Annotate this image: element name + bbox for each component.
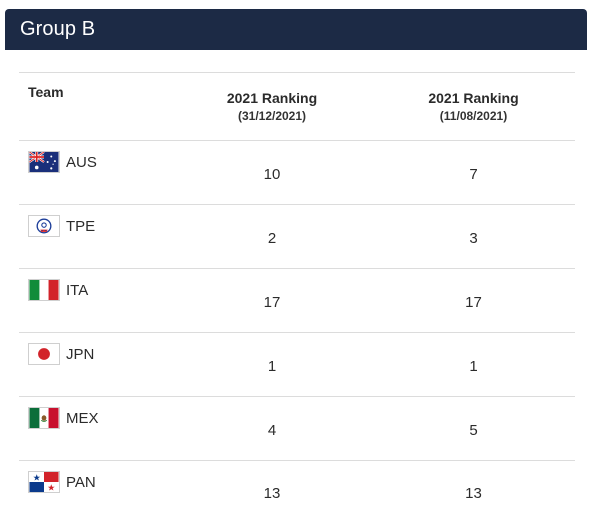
- team-cell: ITA: [19, 269, 172, 333]
- table-row: PAN 13 13: [19, 461, 575, 522]
- team-column-header: Team: [19, 73, 172, 141]
- mexico-flag-icon: [28, 407, 60, 429]
- ranking-2021-aug-header: 2021 Ranking (11/08/2021): [372, 73, 575, 141]
- ranking-dec-value: 13: [172, 461, 372, 522]
- ranking-dec-value: 17: [172, 269, 372, 333]
- chinese-taipei-flag-icon: [28, 215, 60, 237]
- japan-flag-icon: [28, 343, 60, 365]
- team-cell: TPE: [19, 205, 172, 269]
- table-row: ITA 17 17: [19, 269, 575, 333]
- team-cell: AUS: [19, 141, 172, 205]
- ranking-dec-value: 10: [172, 141, 372, 205]
- table-row: JPN 1 1: [19, 333, 575, 397]
- table-header-row: Team 2021 Ranking (31/12/2021) 2021 Rank…: [19, 73, 575, 141]
- ranking-dec-value: 4: [172, 397, 372, 461]
- card-header: Group B: [5, 9, 587, 50]
- group-title: Group B: [20, 18, 95, 41]
- team-cell: JPN: [19, 333, 172, 397]
- ranking-2021-dec-header: 2021 Ranking (31/12/2021): [172, 73, 372, 141]
- team-cell: PAN: [19, 461, 172, 522]
- ranking-header-title: 2021 Ranking: [428, 90, 518, 106]
- panama-flag-icon: [28, 471, 60, 493]
- table-row: AUS 10 7: [19, 141, 575, 205]
- ranking-header-date: (11/08/2021): [373, 107, 574, 125]
- team-cell: MEX: [19, 397, 172, 461]
- ranking-dec-value: 2: [172, 205, 372, 269]
- ranking-aug-value: 13: [372, 461, 575, 522]
- ranking-table: Team 2021 Ranking (31/12/2021) 2021 Rank…: [19, 72, 575, 522]
- ranking-aug-value: 7: [372, 141, 575, 205]
- team-code: TPE: [66, 218, 95, 235]
- ranking-aug-value: 17: [372, 269, 575, 333]
- ranking-header-title: 2021 Ranking: [227, 90, 317, 106]
- team-code: JPN: [66, 346, 94, 363]
- ranking-header-date: (31/12/2021): [173, 107, 371, 125]
- team-code: PAN: [66, 474, 96, 491]
- team-code: ITA: [66, 282, 88, 299]
- australia-flag-icon: [28, 151, 60, 173]
- team-code: AUS: [66, 154, 97, 171]
- team-code: MEX: [66, 410, 99, 427]
- table-row: MEX 4 5: [19, 397, 575, 461]
- italy-flag-icon: [28, 279, 60, 301]
- ranking-dec-value: 1: [172, 333, 372, 397]
- table-row: TPE 2 3: [19, 205, 575, 269]
- group-card: Group B Team 2021 Ranking (31/12/2021) 2…: [5, 9, 587, 456]
- ranking-aug-value: 3: [372, 205, 575, 269]
- ranking-aug-value: 1: [372, 333, 575, 397]
- ranking-aug-value: 5: [372, 397, 575, 461]
